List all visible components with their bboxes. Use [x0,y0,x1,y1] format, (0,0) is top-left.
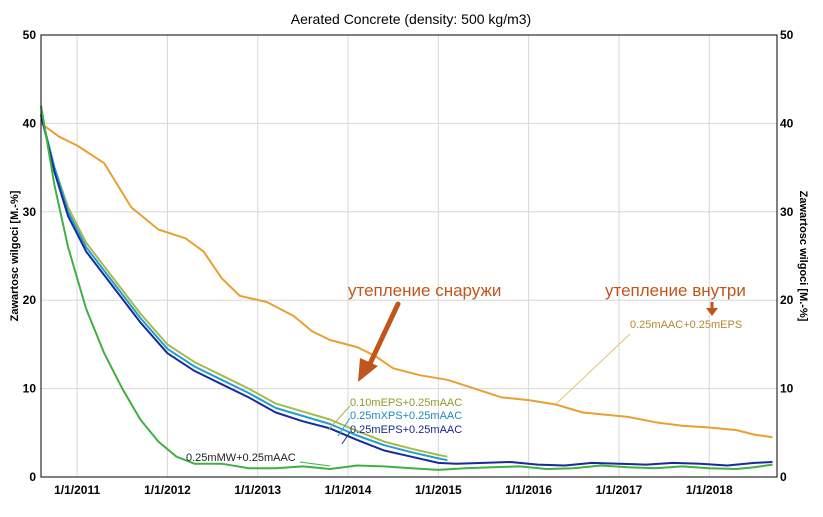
series-label-mw: 0.25mMW+0.25mAAC [186,452,296,464]
y-tick-label-left: 20 [23,293,37,307]
y-tick-label-right: 10 [780,382,794,396]
y-tick-label-right: 20 [780,293,794,307]
series-line [40,114,448,462]
y-tick-label-left: 30 [23,205,37,219]
grid [41,35,777,477]
y-tick-label-right: 40 [780,116,794,130]
x-tick-label: 1/1/2015 [415,483,462,497]
y-tick-label-left: 50 [23,28,37,42]
series-label-xps: 0.25mXPS+0.25mAAC [350,410,462,422]
plot-frame [40,34,778,478]
y-tick-label-left: 10 [23,382,37,396]
series-line [40,114,448,458]
series-line [40,114,773,467]
y-ticks-left: 0 10 20 30 40 50 [23,28,37,484]
y-ticks-right: 0 10 20 30 40 50 [780,28,794,484]
x-tick-label: 1/1/2018 [686,483,733,497]
x-tick-label: 1/1/2016 [505,483,552,497]
y-axis-label-left: Zawartosc wilgoci [M.-%] [9,190,21,321]
x-tick-label: 1/1/2014 [325,483,372,497]
x-tick-label: 1/1/2012 [144,483,191,497]
annotation-inside: утепление внутри [605,281,746,300]
annotation-outside: утепление снаружи [348,281,501,300]
y-tick-label-left: 0 [29,470,36,484]
x-ticks: 1/1/2011 1/1/2012 1/1/2013 1/1/2014 1/1/2015… [54,483,733,497]
y-axis-label-right: Zawartosc wilgoci [M.-%] [797,191,809,322]
arrow-outside-icon [358,301,401,382]
chart-title: Aerated Concrete (density: 500 kg/m3) [291,11,531,27]
leader-eps10 [327,405,351,431]
x-tick-label: 1/1/2011 [54,483,100,497]
leader-mw [299,461,331,467]
arrow-inside-icon [706,302,718,316]
y-tick-label-right: 30 [780,205,794,219]
series-line [40,122,773,439]
leader-eps25 [341,431,351,445]
leader-xps [337,417,351,437]
series-label-eps25: 0.25mEPS+0.25mAAC [350,424,462,436]
series-label-aac-eps: 0.25mAAC+0.25mEPS [630,319,742,331]
x-tick-label: 1/1/2013 [234,483,281,497]
x-tick-label: 1/1/2017 [596,483,643,497]
series-group [40,105,773,471]
y-tick-label-right: 50 [780,28,794,42]
y-tick-label-left: 40 [23,116,37,130]
series-label-eps10: 0.10mEPS+0.25mAAC [350,397,462,409]
leader-aac-eps [555,333,631,405]
y-tick-label-right: 0 [780,470,787,484]
series-line [40,105,773,471]
